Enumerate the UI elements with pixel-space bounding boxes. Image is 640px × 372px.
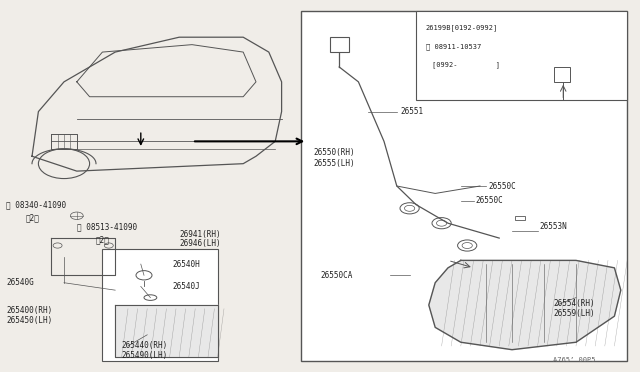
- Bar: [515, 216, 525, 220]
- Text: Ⓢ 08340-41090: Ⓢ 08340-41090: [6, 200, 67, 209]
- Text: 26946(LH): 26946(LH): [179, 239, 221, 248]
- Bar: [554, 67, 570, 82]
- Text: 265490(LH): 265490(LH): [122, 351, 168, 360]
- Text: 265450(LH): 265450(LH): [6, 316, 52, 325]
- Polygon shape: [429, 260, 621, 350]
- Text: 26550C: 26550C: [488, 182, 516, 190]
- Text: 26551: 26551: [400, 107, 423, 116]
- Text: 26941(RH): 26941(RH): [179, 230, 221, 239]
- Polygon shape: [115, 305, 218, 357]
- Text: 265400(RH): 265400(RH): [6, 306, 52, 315]
- Bar: [301, 11, 627, 361]
- Text: 26540H: 26540H: [173, 260, 200, 269]
- Text: 26540J: 26540J: [173, 282, 200, 291]
- Bar: [102, 249, 218, 361]
- Text: 26540G: 26540G: [6, 278, 34, 287]
- Text: 265440(RH): 265440(RH): [122, 341, 168, 350]
- Text: ⓓ 08911-10537: ⓓ 08911-10537: [426, 43, 481, 50]
- Text: 26553N: 26553N: [540, 222, 567, 231]
- Text: A765’ 00P5: A765’ 00P5: [553, 357, 595, 363]
- Text: [0992-         ]: [0992- ]: [432, 62, 500, 68]
- Text: Ⓢ 08513-41090: Ⓢ 08513-41090: [77, 222, 137, 231]
- Text: 26555(LH): 26555(LH): [314, 159, 355, 168]
- Text: ＜2＞: ＜2＞: [26, 213, 40, 222]
- Text: 26550C: 26550C: [476, 196, 503, 205]
- Text: 26554(RH)
26559(LH): 26554(RH) 26559(LH): [554, 299, 595, 318]
- Bar: [416, 11, 627, 100]
- Text: ＜2＞: ＜2＞: [96, 235, 110, 244]
- Text: 26550CA: 26550CA: [320, 271, 353, 280]
- Text: 26550(RH): 26550(RH): [314, 148, 355, 157]
- Text: 26199B[0192-0992]: 26199B[0192-0992]: [426, 25, 498, 31]
- Bar: [330, 37, 349, 52]
